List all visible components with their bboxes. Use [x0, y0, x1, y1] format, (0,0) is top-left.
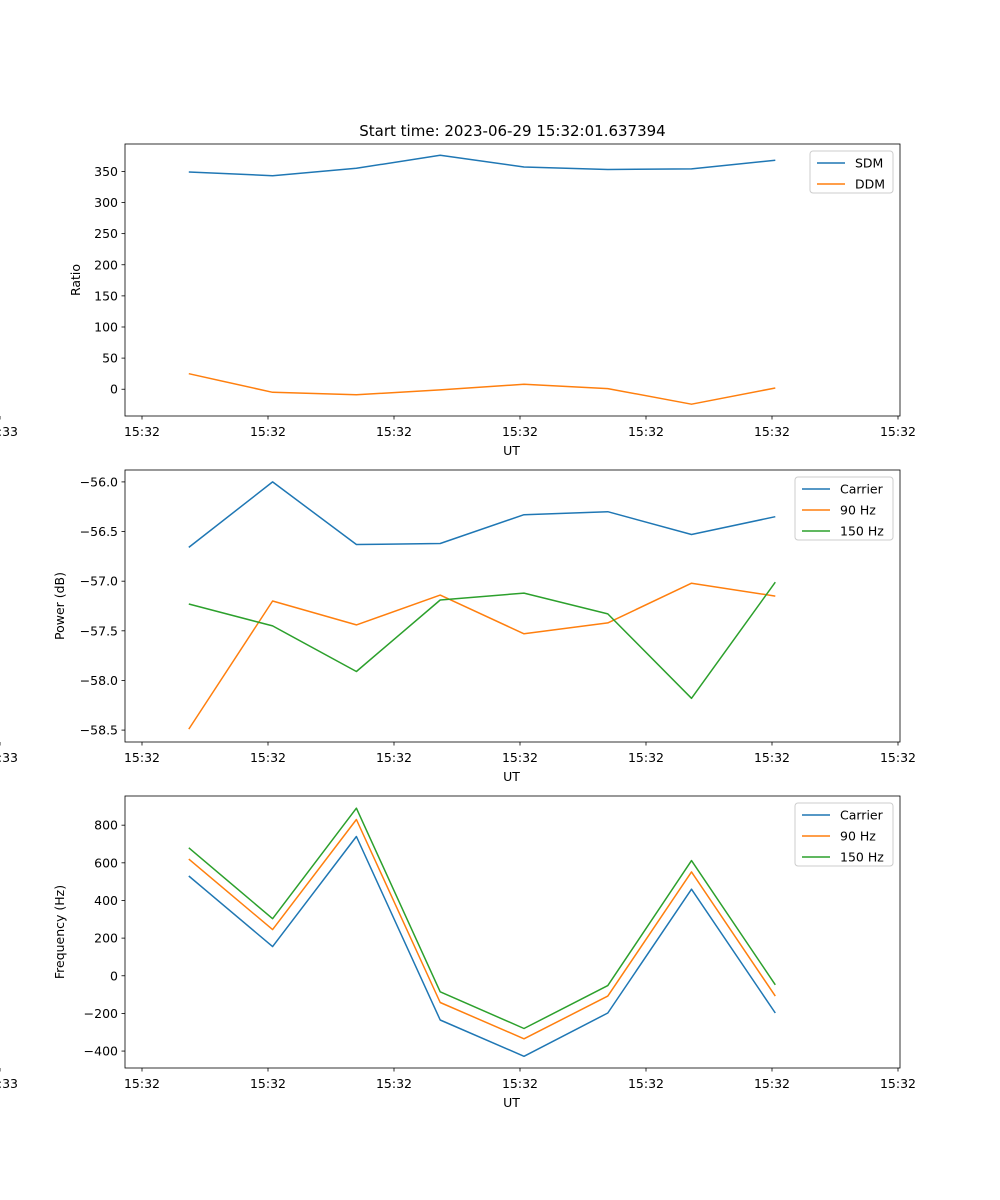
x-tick-label: 15:32 — [628, 1076, 664, 1091]
y-tick-label: 600 — [94, 855, 118, 870]
x-tick-label: 15:32 — [124, 750, 160, 765]
y-axis-label: Power (dB) — [52, 572, 67, 640]
y-tick-label: −200 — [84, 1006, 118, 1021]
x-tick-label: 15:32 — [754, 1076, 790, 1091]
y-tick-label: 400 — [94, 893, 118, 908]
panel-frequency: 800 600 400 200 0 −200 −400 15:32 15:32 15:32 15:3… — [0, 795, 916, 1110]
legend-box — [794, 802, 894, 867]
series-line-90-hz — [188, 818, 776, 1040]
y-tick-label: 100 — [94, 319, 118, 334]
x-tick-label: 15:32 — [376, 424, 412, 439]
y-tick-label: 200 — [94, 257, 118, 272]
x-tick-label: 15:33 — [0, 1076, 18, 1091]
x-tick-label: 15:32 — [628, 750, 664, 765]
legend-label: Carrier — [840, 808, 884, 823]
y-tick-label: 350 — [94, 164, 118, 179]
y-tick-label: −58.5 — [80, 723, 118, 738]
y-tick-label: −58.0 — [80, 673, 118, 688]
x-axis-label: UT — [503, 443, 520, 458]
x-tick-label: 15:32 — [124, 424, 160, 439]
x-tick-label: 15:32 — [376, 1076, 412, 1091]
y-tick-label: 200 — [94, 931, 118, 946]
y-tick-label: −57.0 — [80, 574, 118, 589]
series-line-150-hz — [188, 581, 776, 700]
x-tick-label: 15:33 — [0, 424, 18, 439]
series-line-150-hz — [188, 807, 776, 1030]
series-line-sdm — [188, 154, 776, 177]
x-tick-label: 15:32 — [502, 750, 538, 765]
y-tick-label: −56.0 — [80, 474, 118, 489]
series-line-carrier — [188, 835, 776, 1058]
x-tick-label: 15:32 — [250, 424, 286, 439]
axes-frame — [124, 469, 901, 743]
x-tick-label: 15:32 — [250, 1076, 286, 1091]
y-tick-label: 150 — [94, 288, 118, 303]
y-axis-label: Ratio — [68, 264, 83, 296]
x-tick-label: 15:33 — [0, 750, 18, 765]
x-tick-label: 15:32 — [880, 424, 916, 439]
legend-label: 90 Hz — [840, 829, 876, 844]
legend-box — [809, 150, 894, 194]
x-tick-label: 15:32 — [376, 750, 412, 765]
legend-label: 90 Hz — [840, 503, 876, 518]
y-tick-label: 250 — [94, 226, 118, 241]
x-axis-label: UT — [503, 1095, 520, 1110]
x-tick-label: 15:32 — [502, 1076, 538, 1091]
x-tick-label: 15:32 — [628, 424, 664, 439]
chart-title: Start time: 2023-06-29 15:32:01.637394 — [359, 122, 665, 140]
x-tick-label: 15:32 — [754, 424, 790, 439]
legend-label: 150 Hz — [840, 850, 884, 865]
legend-label: 150 Hz — [840, 524, 884, 539]
y-tick-label: −57.5 — [80, 623, 118, 638]
y-tick-label: 0 — [110, 968, 118, 983]
axes-frame — [124, 795, 901, 1069]
series-line-carrier — [188, 481, 776, 548]
x-tick-label: 15:32 — [880, 1076, 916, 1091]
y-tick-label: −56.5 — [80, 524, 118, 539]
y-tick-label: 0 — [110, 382, 118, 397]
panel-ratio: 0 50 100 150 200 250 300 350 15:32 15:32 15:32 15:3… — [0, 122, 916, 458]
panel-power: −56.0 −56.5 −57.0 −57.5 −58.0 −58.5 15:32 15:32… — [0, 469, 916, 784]
x-axis-label: UT — [503, 769, 520, 784]
y-tick-label: 300 — [94, 195, 118, 210]
series-line-90-hz — [188, 582, 776, 730]
legend-label: Carrier — [840, 482, 884, 497]
y-tick-label: 800 — [94, 818, 118, 833]
x-tick-label: 15:32 — [250, 750, 286, 765]
x-tick-label: 15:32 — [502, 424, 538, 439]
x-tick-label: 15:32 — [754, 750, 790, 765]
axes-frame — [124, 143, 901, 417]
legend-label: DDM — [855, 177, 885, 192]
legend-box — [794, 476, 894, 541]
x-tick-label: 15:32 — [124, 1076, 160, 1091]
series-line-ddm — [188, 372, 776, 405]
x-tick-label: 15:32 — [880, 750, 916, 765]
y-axis-label: Frequency (Hz) — [52, 885, 67, 979]
legend-label: SDM — [855, 156, 883, 171]
y-tick-label: 50 — [102, 351, 118, 366]
y-tick-label: −400 — [84, 1044, 118, 1059]
